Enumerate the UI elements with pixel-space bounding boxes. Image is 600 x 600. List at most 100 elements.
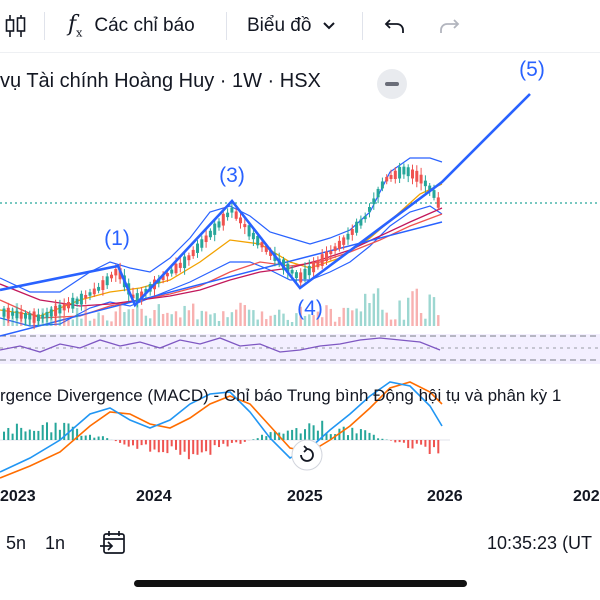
volume-bar xyxy=(84,305,87,326)
volume-bar xyxy=(170,314,173,326)
volume-bar xyxy=(415,288,418,326)
volume-bar xyxy=(11,308,14,326)
macd-histogram-bar xyxy=(428,440,431,454)
volume-bar xyxy=(28,314,31,326)
indicators-label: Các chỉ báo xyxy=(94,15,195,36)
volume-bar xyxy=(381,309,384,326)
volume-bar xyxy=(187,310,191,326)
macd-histogram-bar xyxy=(123,440,126,445)
candle-body xyxy=(234,211,238,219)
macd-histogram-bar xyxy=(166,440,169,454)
candle-body xyxy=(2,308,6,317)
volume-bar xyxy=(20,313,23,326)
macd-histogram-bar xyxy=(390,440,392,441)
price-chart[interactable]: (1) (3) (4) (5) xyxy=(0,0,600,520)
candle-body xyxy=(161,275,165,281)
candle-body xyxy=(419,174,423,184)
macd-histogram-bar xyxy=(28,429,31,440)
macd-histogram-bar xyxy=(71,426,74,440)
redo-button[interactable] xyxy=(438,0,460,52)
axis-label-2024: 2024 xyxy=(136,488,172,505)
macd-histogram-bar xyxy=(37,430,40,440)
volume-bar xyxy=(118,303,122,326)
toolbar-border xyxy=(0,52,600,53)
macd-histogram-bar xyxy=(342,426,345,440)
macd-histogram-bar xyxy=(97,436,100,440)
volume-bar xyxy=(256,319,259,326)
indicators-button[interactable]: fx Các chỉ báo xyxy=(68,0,195,52)
volume-bar xyxy=(106,320,109,326)
toolbar-divider xyxy=(44,12,45,40)
macd-histogram-bar xyxy=(209,440,212,455)
chart-type-dropdown[interactable]: Biểu đồ xyxy=(247,0,337,52)
candle-body xyxy=(28,313,32,320)
macd-indicator-title[interactable]: rgence Divergence (MACD) - Chỉ báo Trung… xyxy=(0,386,562,405)
candle-body xyxy=(170,269,174,274)
candle-body xyxy=(62,303,66,311)
elliott-wave-line[interactable] xyxy=(0,93,531,308)
candle-body xyxy=(174,263,178,274)
chart-style-button[interactable] xyxy=(4,0,28,52)
volume-bar xyxy=(376,288,380,326)
candle-body xyxy=(92,288,96,295)
candle-body xyxy=(140,291,144,298)
candle-body xyxy=(294,272,298,279)
volume-bar xyxy=(432,297,436,326)
candle-body xyxy=(376,188,380,198)
candle-body xyxy=(363,216,367,220)
candle-body xyxy=(350,229,354,235)
volume-bar xyxy=(88,320,92,326)
candle-body xyxy=(368,207,371,212)
axis-label-2023: 2023 xyxy=(0,488,36,505)
macd-histogram-bar xyxy=(149,440,152,452)
candle-body xyxy=(256,235,260,246)
timeframe-5n[interactable]: 5n xyxy=(6,533,27,553)
macd-histogram-bar xyxy=(200,440,203,453)
candle-body xyxy=(385,176,389,182)
volume-bar xyxy=(230,312,234,326)
timeframe-1n[interactable]: 1n xyxy=(45,533,66,553)
rsi-band xyxy=(0,334,600,364)
macd-histogram xyxy=(3,420,440,460)
reset-chart-button[interactable] xyxy=(291,439,323,471)
candle-body xyxy=(178,262,182,268)
clock-timezone[interactable]: 10:35:23 (UT xyxy=(487,533,593,553)
collapse-legend-button[interactable] xyxy=(377,69,407,99)
macd-histogram-bar xyxy=(269,432,272,440)
chart-symbol-title[interactable]: vụ Tài chính Hoàng Huy · 1W · HSX xyxy=(0,70,321,92)
macd-histogram-bar xyxy=(20,427,23,440)
volume-bar xyxy=(45,313,49,326)
volume-bar xyxy=(80,318,83,326)
chart-toolbar: fx Các chỉ báo Biểu đồ xyxy=(0,0,600,52)
undo-icon xyxy=(384,19,404,33)
moving-average-yellow xyxy=(0,183,443,317)
candle-body xyxy=(200,239,204,248)
volume-bar xyxy=(385,312,388,326)
candle-body xyxy=(436,197,440,208)
candle-body xyxy=(342,237,346,245)
volume-bar xyxy=(364,293,367,326)
volume-bar xyxy=(411,291,414,326)
candle-body xyxy=(165,273,169,277)
macd-histogram-bar xyxy=(347,435,349,440)
candle-body xyxy=(226,212,230,218)
candle-body xyxy=(183,256,187,269)
volume-bar xyxy=(269,315,272,326)
volume-bar xyxy=(346,307,350,326)
volume-bar xyxy=(398,300,401,326)
axis-label-2026: 2026 xyxy=(427,488,463,505)
volume-bar xyxy=(325,305,328,326)
macd-histogram-bar xyxy=(162,440,165,453)
goto-date-button[interactable] xyxy=(98,528,128,563)
candle-body xyxy=(196,243,199,253)
volume-bar xyxy=(338,316,341,326)
macd-histogram-bar xyxy=(132,440,134,446)
volume-bar xyxy=(402,319,406,326)
candle-body xyxy=(411,169,414,179)
macd-histogram-bar xyxy=(15,423,18,440)
bollinger-lower xyxy=(0,205,443,327)
volume-bar xyxy=(247,309,251,326)
candle-body xyxy=(187,255,191,261)
undo-button[interactable] xyxy=(384,0,406,52)
volume-bar xyxy=(110,321,113,326)
